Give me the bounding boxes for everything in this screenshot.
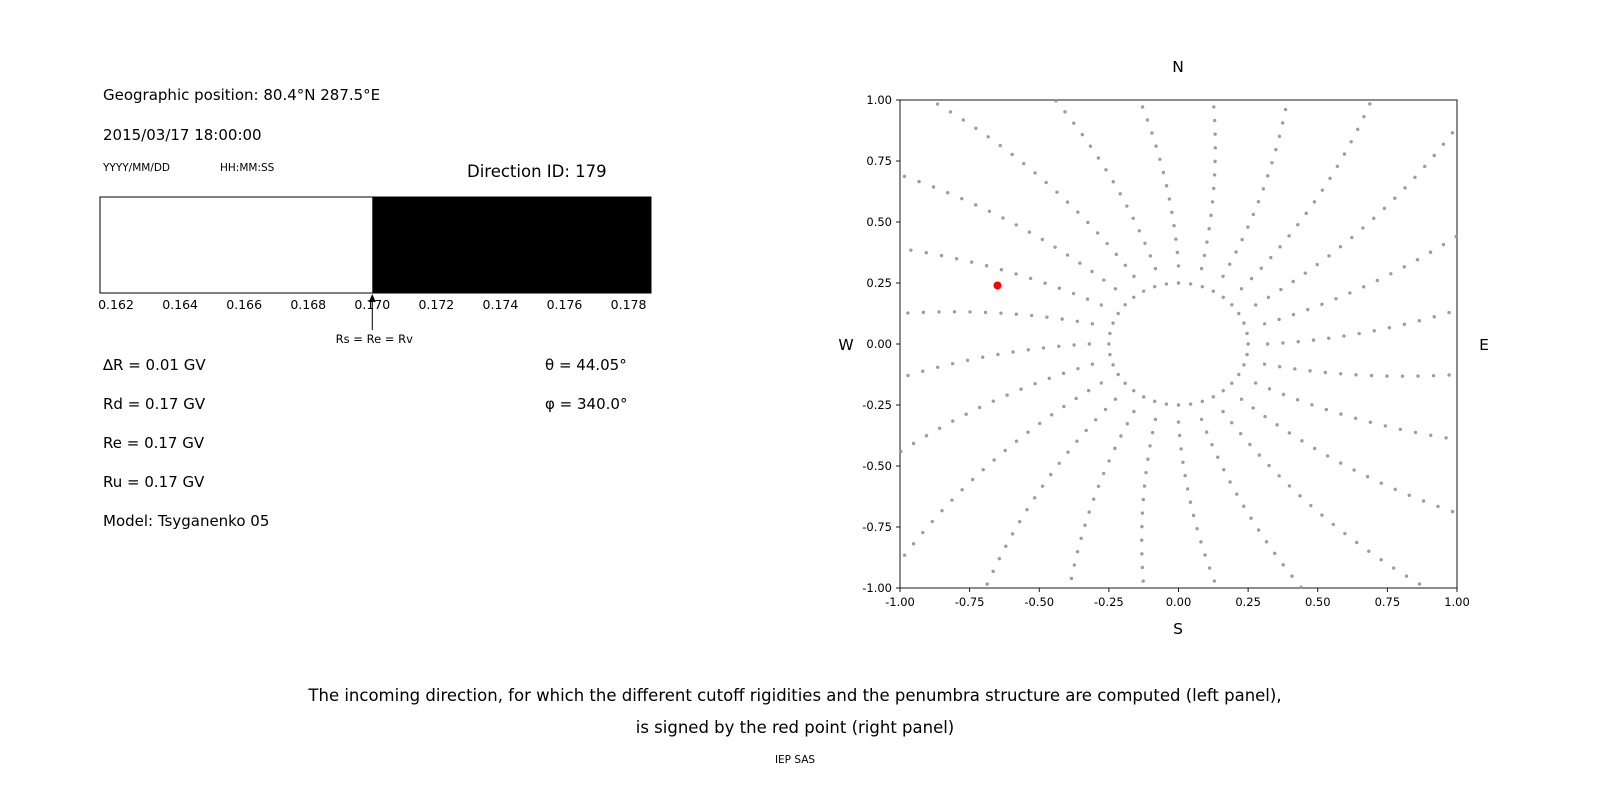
svg-text:-1.00: -1.00 xyxy=(862,581,892,595)
direction-id-label: Direction ID: 179 xyxy=(467,162,607,181)
svg-text:-0.25: -0.25 xyxy=(862,398,892,412)
phi-value: φ = 340.0° xyxy=(545,395,628,413)
svg-text:0.164: 0.164 xyxy=(162,297,198,312)
svg-text:1.00: 1.00 xyxy=(1444,595,1470,609)
svg-text:0.50: 0.50 xyxy=(866,215,892,229)
svg-text:-0.50: -0.50 xyxy=(1024,595,1054,609)
svg-text:0.25: 0.25 xyxy=(1235,595,1261,609)
penumbra-chart: 0.162 0.164 0.166 0.168 0.170 0.172 0.174 0.176… xyxy=(98,196,652,346)
svg-text:0.168: 0.168 xyxy=(290,297,326,312)
time-format-label: HH:MM:SS xyxy=(220,162,275,174)
theta-value: θ = 44.05° xyxy=(545,356,627,374)
rd-value: Rd = 0.17 GV xyxy=(103,395,206,413)
svg-text:-0.75: -0.75 xyxy=(862,520,892,534)
svg-text:1.00: 1.00 xyxy=(866,93,892,107)
geographic-position: Geographic position: 80.4°N 287.5°E xyxy=(103,86,381,104)
svg-text:-1.00: -1.00 xyxy=(885,595,915,609)
svg-text:0.162: 0.162 xyxy=(98,297,134,312)
compass-east-label: E xyxy=(1479,336,1489,354)
compass-west-label: W xyxy=(838,336,854,354)
svg-text:0.178: 0.178 xyxy=(611,297,647,312)
ru-value: Ru = 0.17 GV xyxy=(103,473,205,491)
svg-text:0.75: 0.75 xyxy=(1375,595,1401,609)
svg-text:0.50: 0.50 xyxy=(1305,595,1331,609)
compass-north-label: N xyxy=(1172,58,1184,76)
datetime-value: 2015/03/17 18:00:00 xyxy=(103,126,262,144)
caption-line-2: is signed by the red point (right panel) xyxy=(635,718,955,737)
delta-r-value: ∆R = 0.01 GV xyxy=(103,356,206,374)
svg-text:0.00: 0.00 xyxy=(1166,595,1192,609)
svg-text:0.176: 0.176 xyxy=(547,297,583,312)
svg-text:0.25: 0.25 xyxy=(866,276,892,290)
direction-scatter-chart: -1.00 -0.75 -0.50 -0.25 0.00 0.25 0.50 0.75 1.00… xyxy=(862,93,1470,609)
re-value: Re = 0.17 GV xyxy=(103,434,205,452)
svg-text:0.172: 0.172 xyxy=(418,297,454,312)
date-format-label: YYYY/MM/DD xyxy=(103,162,171,174)
svg-text:0.00: 0.00 xyxy=(866,337,892,351)
caption-line-1: The incoming direction, for which the di… xyxy=(308,686,1282,705)
svg-text:0.75: 0.75 xyxy=(866,154,892,168)
svg-text:0.166: 0.166 xyxy=(226,297,262,312)
svg-text:-0.75: -0.75 xyxy=(955,595,985,609)
svg-text:-0.25: -0.25 xyxy=(1094,595,1124,609)
svg-text:-0.50: -0.50 xyxy=(862,459,892,473)
svg-text:0.174: 0.174 xyxy=(483,297,519,312)
model-label: Model: Tsyganenko 05 xyxy=(103,512,270,530)
compass-south-label: S xyxy=(1173,620,1183,638)
credit-label: IEP SAS xyxy=(774,754,816,766)
svg-text:Rs = Re = Rv: Rs = Re = Rv xyxy=(336,332,413,346)
